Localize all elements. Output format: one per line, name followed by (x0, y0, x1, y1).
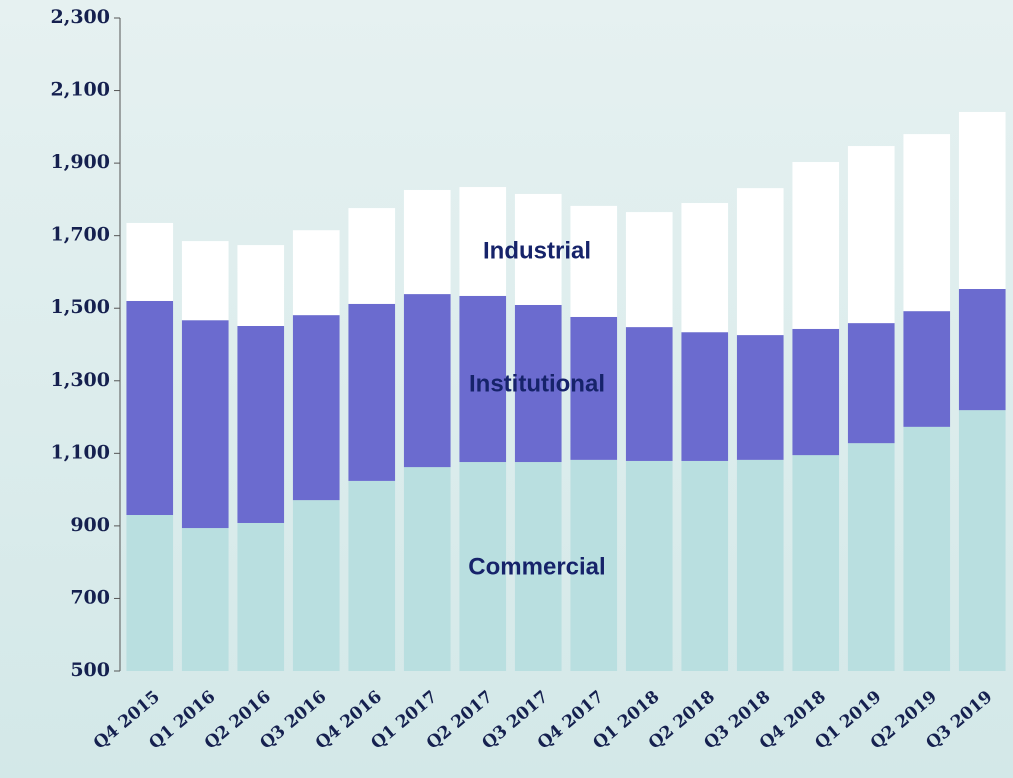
bar-segment (403, 189, 451, 295)
bar-segment (126, 222, 174, 301)
bar-segment (847, 443, 895, 671)
bar-segment (903, 311, 951, 427)
bar-segment (348, 480, 396, 671)
bar-segment (292, 315, 340, 501)
bar-segment (958, 410, 1006, 671)
bar-segment (958, 288, 1006, 411)
bar-segment (570, 459, 618, 671)
bar-segment (237, 522, 285, 671)
series-label: Industrial (483, 237, 591, 264)
y-tick-label: 900 (70, 514, 110, 536)
y-tick-label: 1,100 (51, 441, 111, 463)
y-tick-label: 1,900 (51, 151, 111, 173)
bar-segment (292, 500, 340, 671)
bar-segment (847, 146, 895, 324)
bar-segment (792, 328, 840, 456)
bar-segment (847, 323, 895, 444)
bar-segment (792, 455, 840, 671)
y-tick-label: 500 (70, 659, 110, 681)
bar-segment (237, 325, 285, 523)
bar-segment (792, 162, 840, 329)
bar-segment (681, 332, 729, 461)
bar-segment (403, 294, 451, 468)
bar-segment (459, 187, 507, 296)
bar-segment (570, 316, 618, 460)
series-label: Commercial (468, 553, 605, 580)
bar-segment (958, 111, 1006, 289)
y-tick-label: 1,300 (51, 369, 111, 391)
y-tick-label: 1,700 (51, 224, 111, 246)
y-tick-label: 1,500 (51, 296, 111, 318)
bar-segment (736, 188, 784, 336)
bar-segment (403, 467, 451, 671)
bar-segment (126, 300, 174, 516)
bar-segment (292, 230, 340, 316)
bar-segment (514, 462, 562, 671)
bar-segment (348, 208, 396, 304)
bar-segment (681, 203, 729, 333)
bar-segment (625, 327, 673, 461)
bar-segment (625, 212, 673, 328)
bar-segment (459, 295, 507, 463)
bar-segment (459, 462, 507, 671)
bar-segment (181, 241, 229, 321)
y-tick-label: 2,100 (51, 79, 111, 101)
bar-segment (237, 245, 285, 326)
bar-segment (514, 193, 562, 305)
bar-segment (736, 459, 784, 671)
bar-segment (181, 320, 229, 529)
bar-segment (736, 335, 784, 460)
bar-segment (181, 528, 229, 671)
bar-segment (625, 460, 673, 671)
series-label: Institutional (469, 370, 605, 397)
bar-segment (903, 134, 951, 312)
bar-segment (514, 304, 562, 463)
bar-segment (126, 515, 174, 671)
y-tick-label: 700 (70, 586, 110, 608)
bar-segment (903, 426, 951, 671)
bar-segment (348, 303, 396, 481)
bar-segment (681, 460, 729, 671)
bar-segment (570, 205, 618, 317)
y-tick-label: 2,300 (51, 6, 111, 28)
